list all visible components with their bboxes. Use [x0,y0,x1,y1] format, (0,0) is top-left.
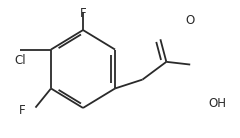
Text: O: O [186,14,195,27]
Text: Cl: Cl [14,54,26,67]
Text: F: F [19,104,25,117]
Text: OH: OH [209,97,227,110]
Text: F: F [80,7,86,20]
